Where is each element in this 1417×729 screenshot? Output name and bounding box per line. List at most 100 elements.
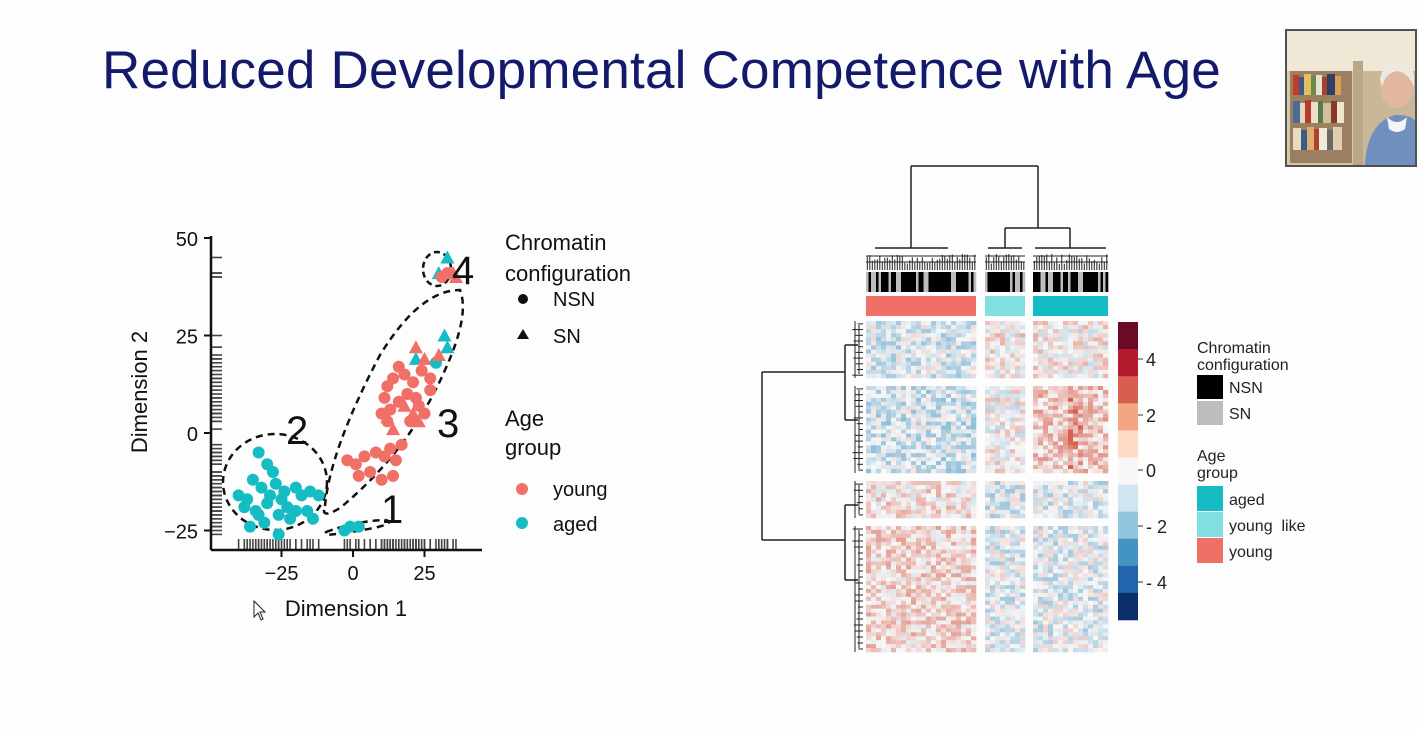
heatmap-cell (916, 393, 922, 399)
heatmap-cell (1063, 390, 1069, 395)
heatmap-cell (1103, 445, 1109, 450)
heatmap-cell (971, 409, 977, 414)
heatmap-cell (936, 413, 942, 418)
heatmap-cell (921, 333, 927, 338)
heatmap-cell (1093, 581, 1099, 586)
heatmap-cell (1020, 636, 1026, 641)
heatmap-cell (1088, 433, 1094, 438)
heatmap-cell (946, 529, 952, 535)
heatmap-cell (1088, 596, 1094, 602)
heatmap-cell (1058, 489, 1064, 494)
heatmap-cell (1043, 329, 1049, 334)
heatmap-cell (995, 644, 1001, 649)
heatmap-cell (966, 581, 972, 586)
heatmap-cell (1048, 449, 1054, 454)
heatmap-cell (1005, 373, 1011, 379)
heatmap-cell (1063, 549, 1069, 554)
heatmap-cell (1083, 505, 1089, 511)
heatmap-cell (1093, 640, 1099, 645)
heatmap-cell (941, 589, 947, 594)
heatmap-cell (901, 537, 907, 542)
heatmap-cell (1053, 489, 1059, 494)
heatmap-cell (956, 393, 962, 399)
color-scale-segment (1118, 484, 1138, 512)
heatmap-cell (1015, 461, 1021, 466)
heatmap-cell (1033, 624, 1039, 629)
heatmap-cell (1005, 596, 1011, 602)
heatmap-cell (1005, 632, 1011, 637)
heatmap-cell (1015, 457, 1021, 462)
heatmap-cell (891, 640, 897, 645)
heatmap-cell (1048, 592, 1054, 598)
heatmap-cell (1103, 421, 1109, 426)
heatmap-cell (876, 390, 882, 395)
heatmap-cell (1068, 417, 1074, 422)
heatmap-cell (906, 592, 912, 598)
heatmap-cell (1038, 553, 1044, 558)
heatmap-cell (990, 505, 996, 511)
heatmap-cell (1103, 640, 1109, 645)
heatmap-cell (1020, 565, 1026, 570)
heatmap-cell (901, 509, 907, 515)
heatmap-cell (995, 390, 1001, 395)
heatmap-cell (921, 533, 927, 539)
heatmap-cell (1088, 569, 1094, 574)
heatmap-cell (1078, 365, 1084, 371)
heatmap-cell (1088, 401, 1094, 407)
heatmap-cell (961, 493, 967, 498)
heatmap-cell (951, 505, 957, 511)
heatmap-cell (1020, 569, 1026, 574)
heatmap-cell (946, 401, 952, 407)
chromatin-strip-cell (1020, 272, 1023, 292)
heatmap-cell (1048, 425, 1054, 430)
heatmap-cell (1015, 441, 1021, 446)
heatmap-cell (1088, 632, 1094, 637)
heatmap-cell (1000, 325, 1006, 330)
heatmap-cell (1005, 453, 1011, 458)
heatmap-cell (901, 608, 907, 613)
heatmap-cell (896, 361, 902, 367)
heatmap-cell (971, 449, 977, 454)
heatmap-cell (1083, 390, 1089, 395)
heatmap-cell (1103, 429, 1109, 434)
heatmap-cell (1020, 573, 1026, 578)
heatmap-cell (995, 321, 1001, 326)
heatmap-cell (941, 526, 947, 531)
heatmap-cell (906, 353, 912, 358)
heatmap-cell (941, 461, 947, 466)
heatmap-cell (1005, 445, 1011, 450)
heatmap-cell (1088, 644, 1094, 649)
slide-title: Reduced Developmental Competence with Ag… (102, 41, 1221, 100)
heatmap-cell (946, 393, 952, 399)
heatmap-cell (901, 505, 907, 511)
heatmap-cell (911, 421, 917, 426)
heatmap-cell (1005, 429, 1011, 434)
chromatin-strip-cell (1060, 272, 1064, 292)
heatmap-cell (985, 648, 991, 653)
heatmap-cell (1043, 585, 1049, 590)
heatmap-cell (911, 533, 917, 539)
heatmap-cell (1093, 393, 1099, 399)
heatmap-cell (936, 417, 942, 422)
heatmap-cell (916, 409, 922, 414)
heatmap-cell (916, 457, 922, 462)
heatmap-cell (1000, 329, 1006, 334)
presenter-webcam-video[interactable] (1285, 29, 1417, 167)
heatmap-cell (995, 461, 1001, 466)
chromatin-strip-cell (943, 272, 947, 292)
color-scale-segment (1118, 538, 1138, 567)
heatmap-cell (1103, 405, 1109, 411)
heatmap-cell (926, 565, 932, 570)
heatmap-cell (966, 497, 972, 502)
heatmap-cell (921, 616, 927, 621)
chromatin-strip-cell (1075, 272, 1079, 292)
heatmap-cell (1098, 413, 1104, 418)
heatmap-cell (1088, 565, 1094, 570)
heatmap-cell (1058, 405, 1064, 411)
heatmap-cell (1020, 421, 1026, 426)
heatmap-cell (995, 425, 1001, 430)
heatmap-cell (1020, 349, 1026, 354)
heatmap-cell (1068, 429, 1074, 434)
heatmap-cell (936, 425, 942, 430)
heatmap-cell (1073, 405, 1079, 411)
